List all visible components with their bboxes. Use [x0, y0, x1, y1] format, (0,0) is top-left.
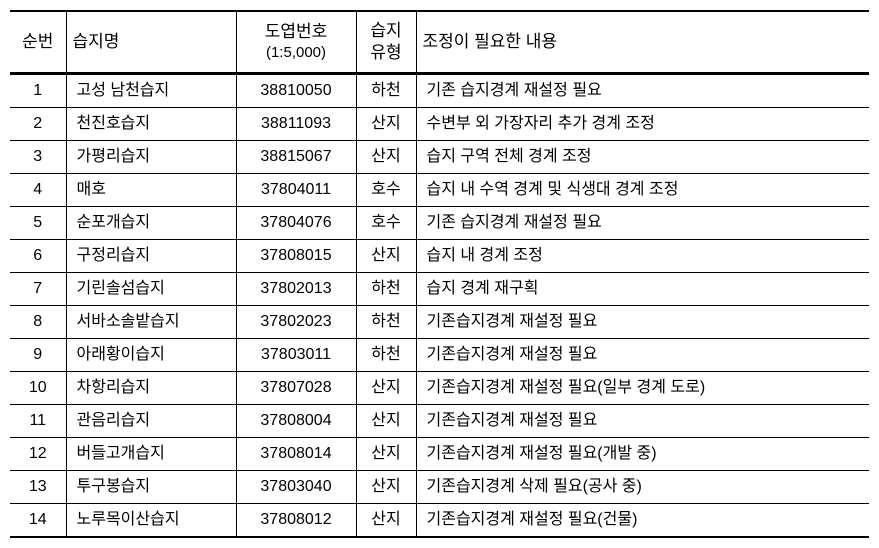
table-row: 14노루목이산습지37808012산지기존습지경계 재설정 필요(건물)	[10, 504, 869, 538]
cell-type: 하천	[356, 306, 416, 339]
cell-name: 버들고개습지	[66, 438, 236, 471]
header-map: 도엽번호 (1:5,000)	[236, 11, 356, 73]
cell-map: 37808015	[236, 240, 356, 273]
cell-num: 12	[10, 438, 66, 471]
cell-num: 11	[10, 405, 66, 438]
cell-name: 구정리습지	[66, 240, 236, 273]
cell-map: 37804076	[236, 207, 356, 240]
cell-name: 노루목이산습지	[66, 504, 236, 538]
cell-desc: 습지 구역 전체 경계 조정	[416, 141, 869, 174]
table-row: 6구정리습지37808015산지습지 내 경계 조정	[10, 240, 869, 273]
cell-type: 호수	[356, 174, 416, 207]
cell-type: 산지	[356, 438, 416, 471]
cell-num: 13	[10, 471, 66, 504]
cell-num: 5	[10, 207, 66, 240]
cell-type: 하천	[356, 339, 416, 372]
cell-desc: 습지 경계 재구획	[416, 273, 869, 306]
table-row: 4매호37804011호수습지 내 수역 경계 및 식생대 경계 조정	[10, 174, 869, 207]
cell-desc: 기존 습지경계 재설정 필요	[416, 74, 869, 108]
cell-num: 2	[10, 108, 66, 141]
cell-num: 7	[10, 273, 66, 306]
table-row: 8서바소솔밭습지37802023하천기존습지경계 재설정 필요	[10, 306, 869, 339]
cell-desc: 기존습지경계 재설정 필요	[416, 405, 869, 438]
cell-num: 14	[10, 504, 66, 538]
cell-name: 기린솔섬습지	[66, 273, 236, 306]
cell-desc: 기존습지경계 재설정 필요(일부 경계 도로)	[416, 372, 869, 405]
table-row: 3가평리습지38815067산지습지 구역 전체 경계 조정	[10, 141, 869, 174]
cell-type: 산지	[356, 471, 416, 504]
cell-type: 산지	[356, 405, 416, 438]
cell-map: 37803011	[236, 339, 356, 372]
cell-name: 투구봉습지	[66, 471, 236, 504]
cell-name: 차항리습지	[66, 372, 236, 405]
cell-num: 6	[10, 240, 66, 273]
cell-num: 9	[10, 339, 66, 372]
header-map-main: 도엽번호	[265, 22, 328, 41]
cell-desc: 기존습지경계 재설정 필요(건물)	[416, 504, 869, 538]
header-map-sub: (1:5,000)	[243, 43, 350, 63]
cell-type: 호수	[356, 207, 416, 240]
cell-name: 천진호습지	[66, 108, 236, 141]
cell-map: 38810050	[236, 74, 356, 108]
cell-desc: 기존습지경계 재설정 필요	[416, 306, 869, 339]
cell-type: 산지	[356, 141, 416, 174]
cell-desc: 수변부 외 가장자리 추가 경계 조정	[416, 108, 869, 141]
table-row: 12버들고개습지37808014산지기존습지경계 재설정 필요(개발 중)	[10, 438, 869, 471]
cell-num: 3	[10, 141, 66, 174]
table-header: 순번 습지명 도엽번호 (1:5,000) 습지 유형 조정이 필요한 내용	[10, 11, 869, 74]
cell-desc: 습지 내 수역 경계 및 식생대 경계 조정	[416, 174, 869, 207]
cell-desc: 기존 습지경계 재설정 필요	[416, 207, 869, 240]
cell-name: 관음리습지	[66, 405, 236, 438]
table-row: 2천진호습지38811093산지수변부 외 가장자리 추가 경계 조정	[10, 108, 869, 141]
header-num: 순번	[10, 11, 66, 73]
table-row: 7기린솔섬습지37802013하천습지 경계 재구획	[10, 273, 869, 306]
cell-name: 서바소솔밭습지	[66, 306, 236, 339]
cell-num: 10	[10, 372, 66, 405]
cell-type: 산지	[356, 108, 416, 141]
header-type: 습지 유형	[356, 11, 416, 73]
table-row: 9아래황이습지37803011하천기존습지경계 재설정 필요	[10, 339, 869, 372]
header-desc: 조정이 필요한 내용	[416, 11, 869, 73]
cell-desc: 기존습지경계 삭제 필요(공사 중)	[416, 471, 869, 504]
cell-num: 4	[10, 174, 66, 207]
cell-map: 37808014	[236, 438, 356, 471]
cell-type: 산지	[356, 504, 416, 538]
cell-desc: 기존습지경계 재설정 필요	[416, 339, 869, 372]
cell-name: 가평리습지	[66, 141, 236, 174]
table-row: 1고성 남천습지38810050하천기존 습지경계 재설정 필요	[10, 74, 869, 108]
table-row: 5순포개습지37804076호수기존 습지경계 재설정 필요	[10, 207, 869, 240]
cell-map: 37804011	[236, 174, 356, 207]
header-name: 습지명	[66, 11, 236, 73]
table-body: 1고성 남천습지38810050하천기존 습지경계 재설정 필요2천진호습지38…	[10, 74, 869, 537]
cell-type: 하천	[356, 273, 416, 306]
cell-type: 산지	[356, 240, 416, 273]
cell-type: 산지	[356, 372, 416, 405]
cell-map: 38811093	[236, 108, 356, 141]
table-row: 10차항리습지37807028산지기존습지경계 재설정 필요(일부 경계 도로)	[10, 372, 869, 405]
cell-name: 고성 남천습지	[66, 74, 236, 108]
cell-desc: 습지 내 경계 조정	[416, 240, 869, 273]
cell-type: 하천	[356, 74, 416, 108]
cell-desc: 기존습지경계 재설정 필요(개발 중)	[416, 438, 869, 471]
cell-name: 매호	[66, 174, 236, 207]
cell-map: 37808012	[236, 504, 356, 538]
cell-map: 37807028	[236, 372, 356, 405]
wetland-table: 순번 습지명 도엽번호 (1:5,000) 습지 유형 조정이 필요한 내용 1…	[10, 10, 869, 538]
cell-map: 37803040	[236, 471, 356, 504]
cell-map: 37808004	[236, 405, 356, 438]
cell-map: 37802013	[236, 273, 356, 306]
table-row: 11관음리습지37808004산지기존습지경계 재설정 필요	[10, 405, 869, 438]
cell-name: 순포개습지	[66, 207, 236, 240]
cell-num: 8	[10, 306, 66, 339]
cell-map: 38815067	[236, 141, 356, 174]
table-row: 13투구봉습지37803040산지기존습지경계 삭제 필요(공사 중)	[10, 471, 869, 504]
cell-map: 37802023	[236, 306, 356, 339]
cell-name: 아래황이습지	[66, 339, 236, 372]
cell-num: 1	[10, 74, 66, 108]
